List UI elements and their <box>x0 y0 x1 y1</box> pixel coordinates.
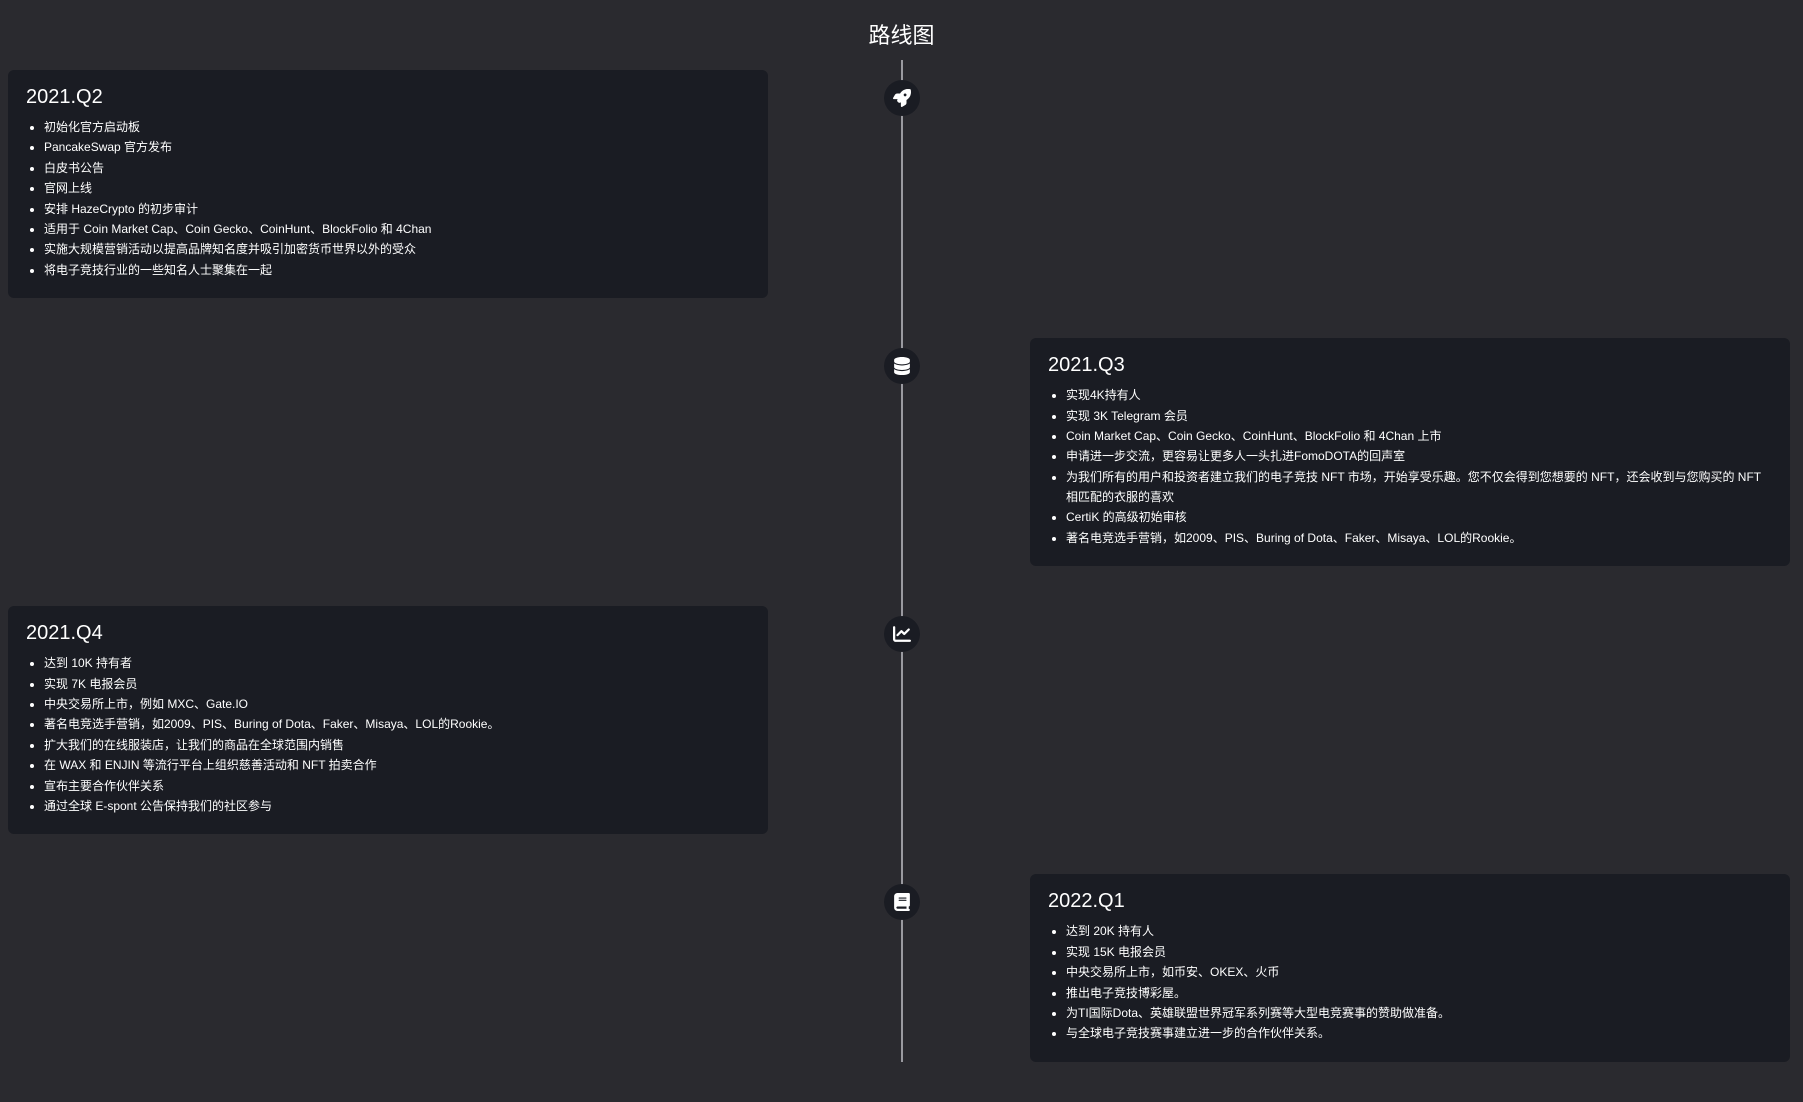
card-title: 2022.Q1 <box>1048 890 1772 913</box>
list-item: 通过全球 E-spont 公告保持我们的社区参与 <box>44 796 750 816</box>
list-item: 中央交易所上市，例如 MXC、Gate.IO <box>44 694 750 714</box>
list-item: 将电子竞技行业的一些知名人士聚集在一起 <box>44 260 750 280</box>
list-item: 著名电竞选手营销，如2009、PIS、Buring of Dota、Faker、… <box>1066 528 1772 548</box>
timeline-card: 2022.Q1 达到 20K 持有人实现 15K 电报会员中央交易所上市，如币安、… <box>1030 874 1790 1061</box>
list-item: 著名电竞选手营销，如2009、PIS、Buring of Dota、Faker、… <box>44 714 750 734</box>
list-item: 中央交易所上市，如币安、OKEX、火币 <box>1066 962 1772 982</box>
list-item: 与全球电子竞技赛事建立进一步的合作伙伴关系。 <box>1066 1023 1772 1043</box>
list-item: CertiK 的高级初始审核 <box>1066 507 1772 527</box>
page-title: 路线图 <box>0 0 1803 60</box>
list-item: PancakeSwap 官方发布 <box>44 137 750 157</box>
database-icon <box>884 348 920 384</box>
timeline-container: 2021.Q2 初始化官方启动板PancakeSwap 官方发布白皮书公告官网上线… <box>0 60 1803 1062</box>
card-list: 达到 10K 持有者实现 7K 电报会员中央交易所上市，例如 MXC、Gate.… <box>26 653 750 816</box>
list-item: 实现 15K 电报会员 <box>1066 942 1772 962</box>
timeline-entry: 2021.Q4 达到 10K 持有者实现 7K 电报会员中央交易所上市，例如 MX… <box>0 606 1803 834</box>
list-item: 为TI国际Dota、英雄联盟世界冠军系列赛等大型电竞赛事的赞助做准备。 <box>1066 1003 1772 1023</box>
list-item: 为我们所有的用户和投资者建立我们的电子竞技 NFT 市场，开始享受乐趣。您不仅会… <box>1066 467 1772 508</box>
list-item: 安排 HazeCrypto 的初步审计 <box>44 199 750 219</box>
list-item: 推出电子竞技博彩屋。 <box>1066 983 1772 1003</box>
timeline-entry: 2021.Q2 初始化官方启动板PancakeSwap 官方发布白皮书公告官网上线… <box>0 70 1803 298</box>
list-item: 适用于 Coin Market Cap、Coin Gecko、CoinHunt、… <box>44 219 750 239</box>
list-item: 在 WAX 和 ENJIN 等流行平台上组织慈善活动和 NFT 拍卖合作 <box>44 755 750 775</box>
card-title: 2021.Q2 <box>26 86 750 109</box>
card-list: 达到 20K 持有人实现 15K 电报会员中央交易所上市，如币安、OKEX、火币… <box>1048 921 1772 1043</box>
rocket-icon <box>884 80 920 116</box>
card-list: 实现4K持有人实现 3K Telegram 会员Coin Market Cap、… <box>1048 385 1772 548</box>
list-item: 申请进一步交流，更容易让更多人一头扎进FomoDOTA的回声室 <box>1066 446 1772 466</box>
card-title: 2021.Q4 <box>26 622 750 645</box>
list-item: 达到 10K 持有者 <box>44 653 750 673</box>
list-item: 达到 20K 持有人 <box>1066 921 1772 941</box>
timeline-card: 2021.Q2 初始化官方启动板PancakeSwap 官方发布白皮书公告官网上线… <box>8 70 768 298</box>
list-item: 实现 7K 电报会员 <box>44 674 750 694</box>
list-item: 宣布主要合作伙伴关系 <box>44 776 750 796</box>
timeline-card: 2021.Q4 达到 10K 持有者实现 7K 电报会员中央交易所上市，例如 MX… <box>8 606 768 834</box>
list-item: 实施大规模营销活动以提高品牌知名度并吸引加密货币世界以外的受众 <box>44 239 750 259</box>
list-item: 白皮书公告 <box>44 158 750 178</box>
timeline-card: 2021.Q3 实现4K持有人实现 3K Telegram 会员Coin Mark… <box>1030 338 1790 566</box>
list-item: 实现4K持有人 <box>1066 385 1772 405</box>
book-icon <box>884 884 920 920</box>
timeline-entry: 2021.Q3 实现4K持有人实现 3K Telegram 会员Coin Mark… <box>0 338 1803 566</box>
list-item: 官网上线 <box>44 178 750 198</box>
list-item: 扩大我们的在线服装店，让我们的商品在全球范围内销售 <box>44 735 750 755</box>
list-item: 实现 3K Telegram 会员 <box>1066 406 1772 426</box>
timeline-entry: 2022.Q1 达到 20K 持有人实现 15K 电报会员中央交易所上市，如币安、… <box>0 874 1803 1061</box>
card-title: 2021.Q3 <box>1048 354 1772 377</box>
list-item: Coin Market Cap、Coin Gecko、CoinHunt、Bloc… <box>1066 426 1772 446</box>
list-item: 初始化官方启动板 <box>44 117 750 137</box>
card-list: 初始化官方启动板PancakeSwap 官方发布白皮书公告官网上线安排 Haze… <box>26 117 750 280</box>
chart-icon <box>884 616 920 652</box>
